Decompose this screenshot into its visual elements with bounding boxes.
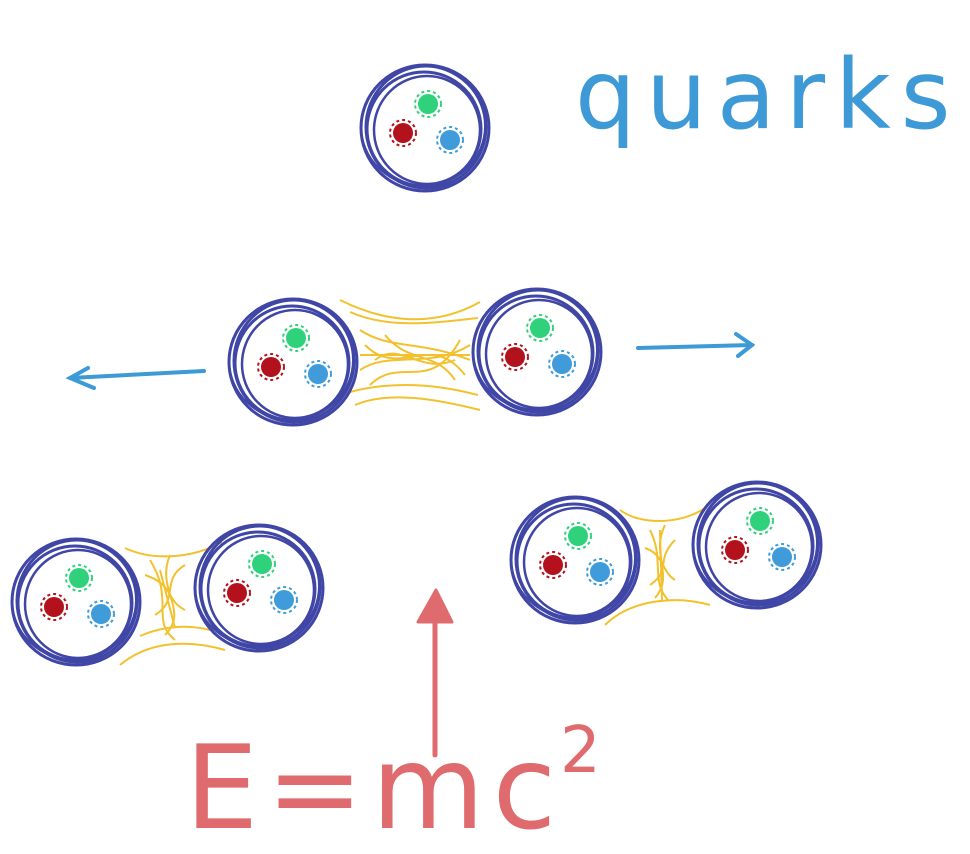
hadron-middle-left <box>227 297 359 427</box>
quarks-label: quarks <box>575 39 961 151</box>
hadron-bottom-right-a <box>509 495 641 625</box>
equation-superscript: 2 <box>560 714 601 788</box>
hadron-middle-right <box>471 287 603 417</box>
single-hadron <box>359 63 491 193</box>
arrow-left-icon <box>65 366 206 390</box>
equation-label: E=mc <box>185 721 564 854</box>
gluon-flux-tube-bottom-right <box>604 507 711 626</box>
hadron-bottom-right-b <box>691 480 823 610</box>
hadron-bottom-left-a <box>10 537 142 667</box>
arrow-right-icon <box>636 332 756 358</box>
energy-arrowhead-icon <box>416 588 454 624</box>
gluon-flux-tube-middle <box>339 299 481 411</box>
hadron-bottom-left-b <box>193 523 325 653</box>
